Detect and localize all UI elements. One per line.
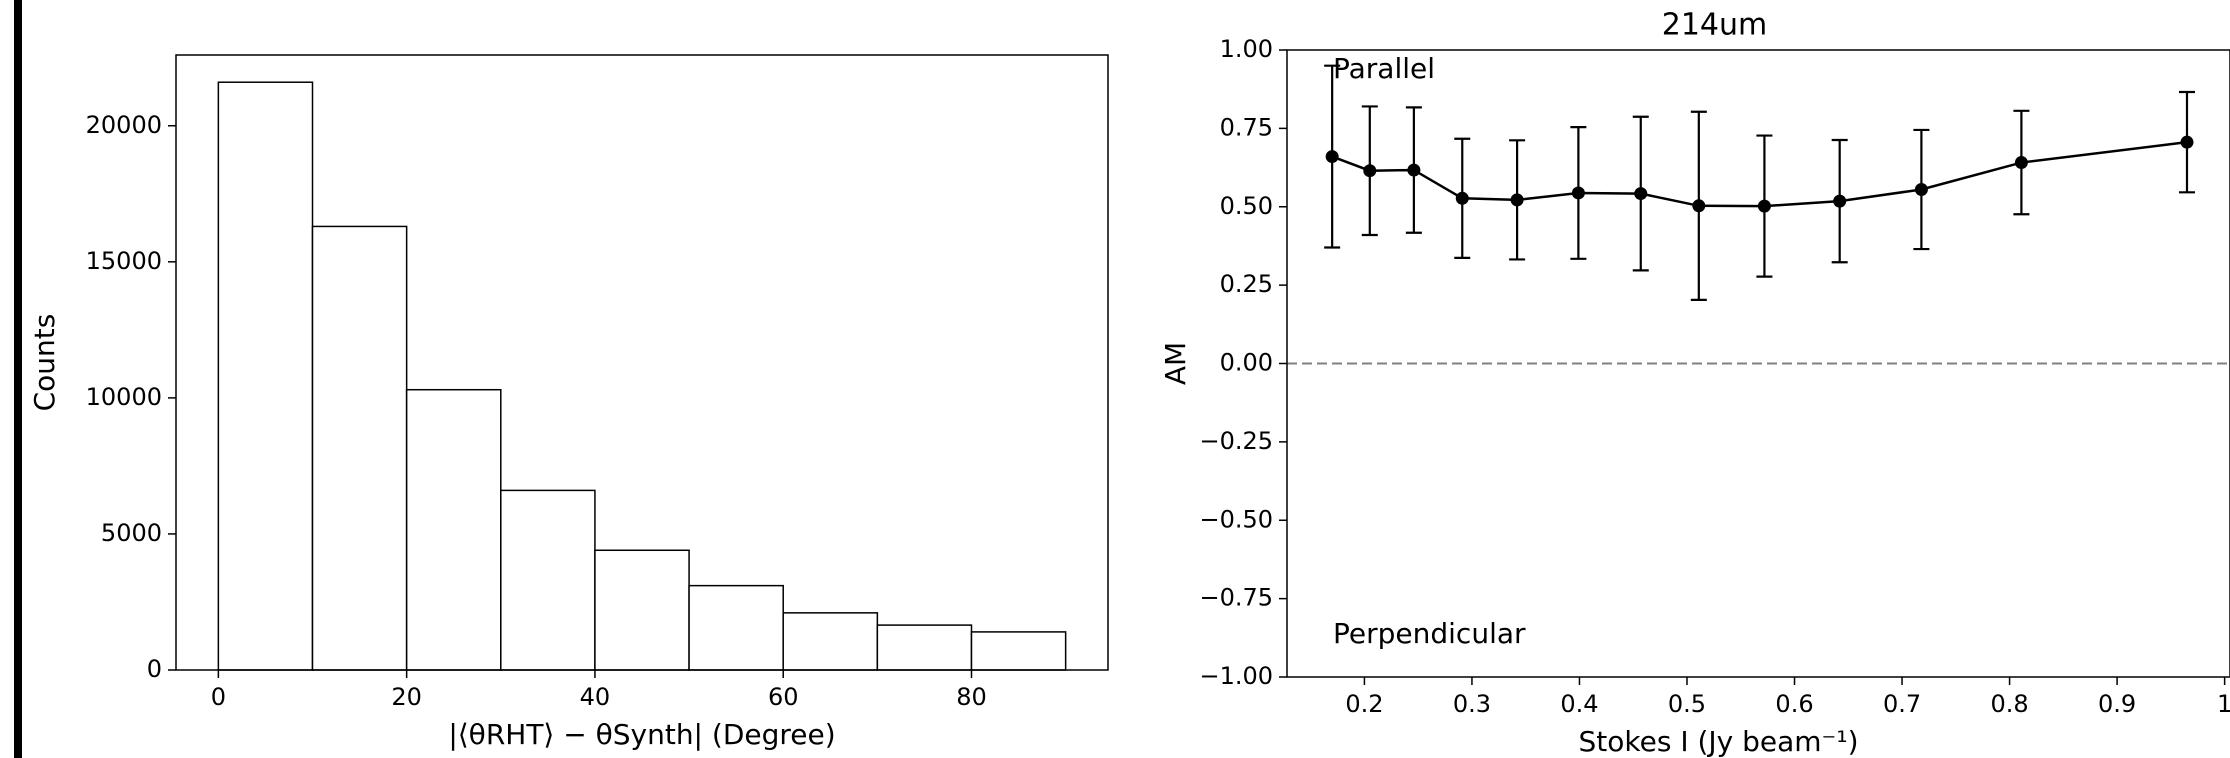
point — [1363, 164, 1377, 178]
axes-frame — [1286, 49, 2230, 678]
bar — [311, 225, 408, 671]
x-tick-label: 0.2 — [1345, 690, 1383, 718]
bar — [876, 624, 973, 671]
point — [1914, 183, 1928, 197]
y-tick-label: 10000 — [86, 383, 162, 411]
point — [2180, 135, 2194, 149]
point — [1692, 199, 1706, 213]
point — [1325, 150, 1339, 164]
y-tick-label: 1.00 — [1220, 35, 1273, 63]
y-tick-label: 20000 — [86, 111, 162, 139]
point — [1757, 199, 1771, 213]
point — [2014, 156, 2028, 170]
bar — [405, 388, 502, 671]
x-tick-label: 0.5 — [1668, 690, 1706, 718]
x-tick-label: 0.8 — [1990, 690, 2028, 718]
bar — [217, 81, 314, 671]
bar — [688, 584, 784, 671]
bar — [594, 549, 690, 671]
bar — [782, 612, 879, 671]
x-tick-label: 40 — [580, 683, 611, 711]
left-border — [14, 0, 22, 758]
x-tick-label: 0.9 — [2098, 690, 2136, 718]
x-tick-label: 0.4 — [1560, 690, 1598, 718]
x-tick-label: 60 — [768, 683, 799, 711]
y-tick-label: −0.50 — [1199, 505, 1273, 533]
y-tick-label: 0.25 — [1220, 270, 1273, 298]
annotation: Parallel — [1333, 52, 1435, 85]
point — [1634, 187, 1648, 201]
x-tick-label: 1 — [2217, 690, 2230, 718]
axes-frame — [175, 54, 1109, 671]
x-tick-label: 0.3 — [1453, 690, 1491, 718]
point — [1510, 193, 1524, 207]
x-tick-label: 0 — [211, 683, 226, 711]
x-tick-label: 0.7 — [1883, 690, 1921, 718]
y-tick-label: 0.00 — [1220, 349, 1273, 377]
y-tick-label: 0 — [147, 655, 162, 683]
x-tick-label: 20 — [391, 683, 422, 711]
point — [1833, 194, 1847, 208]
point — [1407, 163, 1421, 177]
y-tick-label: −1.00 — [1199, 662, 1273, 690]
y-axis-label: Counts — [28, 314, 61, 412]
bar — [970, 631, 1067, 671]
x-axis-label: |⟨θRHT⟩ − θSynth| (Degree) — [448, 718, 835, 751]
y-tick-label: −0.75 — [1199, 584, 1273, 612]
y-tick-label: 5000 — [101, 519, 162, 547]
x-axis-label: Stokes I (Jy beam⁻¹) — [1579, 725, 1859, 758]
x-tick-label: 80 — [956, 683, 987, 711]
bar — [500, 489, 596, 671]
y-axis-label: AM — [1159, 342, 1192, 385]
y-tick-label: −0.25 — [1199, 427, 1273, 455]
x-tick-label: 0.6 — [1775, 690, 1813, 718]
point — [1571, 186, 1585, 200]
annotation: Perpendicular — [1333, 617, 1526, 650]
y-tick-label: 0.75 — [1220, 113, 1273, 141]
y-tick-label: 0.50 — [1220, 192, 1273, 220]
y-tick-label: 15000 — [86, 247, 162, 275]
chart-title: 214um — [1662, 8, 1768, 43]
point — [1455, 191, 1469, 205]
